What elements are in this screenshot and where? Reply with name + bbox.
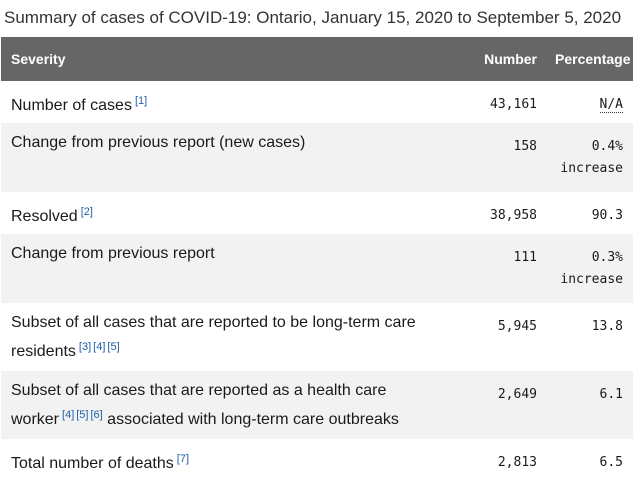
row-number: 5,945 <box>459 303 545 371</box>
row-percentage: 90.3 <box>545 192 633 234</box>
footnote-link[interactable]: [5] <box>76 409 89 421</box>
percentage-value: 0.3% <box>591 250 623 265</box>
row-percentage: 6.1 <box>545 371 633 439</box>
footnote-link[interactable]: [3] <box>78 341 92 353</box>
row-label: Change from previous report (new cases) <box>1 123 459 192</box>
row-number: 158 <box>459 123 545 192</box>
header-severity[interactable]: Severity <box>1 37 459 81</box>
table-header-row: Severity Number Percentage <box>1 37 633 81</box>
row-number: 111 <box>459 234 545 303</box>
row-label-text: Number of cases <box>11 97 132 114</box>
row-label-text: Subset of all cases that are reported as… <box>11 382 387 399</box>
row-label-text: Total number of deaths <box>11 455 174 472</box>
percentage-note: increase <box>560 161 623 176</box>
row-label: Subset of all cases that are reported to… <box>1 303 459 371</box>
footnote-link[interactable]: [1] <box>134 95 148 107</box>
header-percentage[interactable]: Percentage <box>545 37 633 81</box>
row-label-text: worker <box>11 411 60 428</box>
table-row: Subset of all cases that are reported as… <box>1 371 633 439</box>
na-abbreviation[interactable]: N/A <box>599 97 623 113</box>
row-label-text: Subset of all cases that are reported to… <box>11 314 416 331</box>
footnote-link[interactable]: [6] <box>90 409 103 421</box>
row-number: 2,813 <box>459 439 545 477</box>
row-percentage: 0.3% increase <box>545 234 633 303</box>
percentage-value: 0.4% <box>591 139 623 154</box>
footnote-link[interactable]: [4] <box>93 341 106 353</box>
row-number: 38,958 <box>459 192 545 234</box>
row-label: Change from previous report <box>1 234 459 303</box>
table-row: Number of cases [1] 43,161 N/A <box>1 81 633 123</box>
footnote-link[interactable]: [5] <box>107 341 120 353</box>
row-number: 43,161 <box>459 81 545 123</box>
row-percentage: 6.5 <box>545 439 633 477</box>
table-row: Subset of all cases that are reported to… <box>1 303 633 371</box>
row-label-text: Change from previous report (new cases) <box>11 134 306 151</box>
table-caption: Summary of cases of COVID-19: Ontario, J… <box>4 8 622 27</box>
row-percentage: N/A <box>545 81 633 123</box>
row-label-text: residents <box>11 343 76 360</box>
table-row: Change from previous report (new cases) … <box>1 123 633 192</box>
row-number: 2,649 <box>459 371 545 439</box>
table-row: Total number of deaths [7] 2,813 6.5 <box>1 439 633 477</box>
footnote-link[interactable]: [2] <box>80 206 93 218</box>
row-percentage: 13.8 <box>545 303 633 371</box>
row-label: Number of cases [1] <box>1 81 459 123</box>
footnote-link[interactable]: [7] <box>176 453 189 465</box>
table-row: Change from previous report 111 0.3% incr… <box>1 234 633 303</box>
row-label: Resolved [2] <box>1 192 459 234</box>
row-label: Total number of deaths [7] <box>1 439 459 477</box>
row-label-text: Resolved <box>11 208 78 225</box>
table-row: Resolved [2] 38,958 90.3 <box>1 192 633 234</box>
covid-summary-table: Severity Number Percentage Number of cas… <box>1 37 633 477</box>
percentage-note: increase <box>560 272 623 287</box>
row-label: Subset of all cases that are reported as… <box>1 371 459 439</box>
header-number[interactable]: Number <box>459 37 545 81</box>
row-label-text: Change from previous report <box>11 245 215 262</box>
footnote-link[interactable]: [4] <box>62 409 75 421</box>
row-label-text: associated with long-term care outbreaks <box>102 411 399 428</box>
row-percentage: 0.4% increase <box>545 123 633 192</box>
